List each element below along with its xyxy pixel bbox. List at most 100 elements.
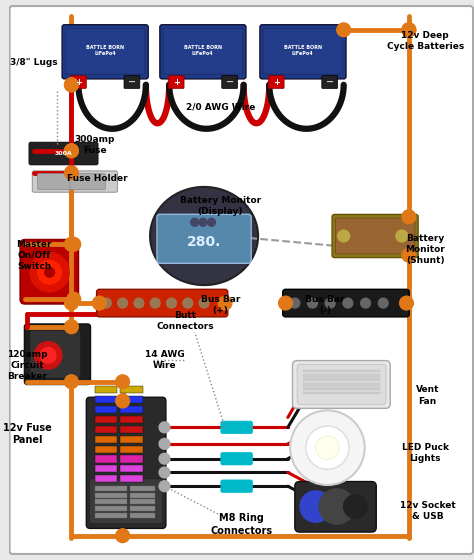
Circle shape — [116, 375, 129, 389]
Bar — [303, 383, 380, 386]
Circle shape — [166, 298, 176, 308]
Bar — [129, 486, 155, 491]
Circle shape — [319, 489, 355, 524]
FancyBboxPatch shape — [297, 364, 386, 405]
Bar — [95, 465, 117, 473]
FancyBboxPatch shape — [221, 480, 253, 492]
Circle shape — [183, 298, 193, 308]
Circle shape — [64, 375, 78, 389]
Bar — [95, 416, 117, 423]
Text: LED Puck
Lights: LED Puck Lights — [401, 443, 448, 463]
Circle shape — [64, 144, 78, 158]
Circle shape — [337, 23, 351, 37]
Circle shape — [344, 494, 367, 519]
Circle shape — [218, 296, 232, 310]
FancyBboxPatch shape — [29, 142, 98, 165]
Text: 14 AWG
Wire: 14 AWG Wire — [145, 349, 184, 370]
Circle shape — [279, 296, 292, 310]
Circle shape — [64, 237, 78, 251]
Circle shape — [40, 347, 56, 363]
Circle shape — [116, 529, 129, 543]
Bar — [120, 446, 143, 452]
Circle shape — [199, 218, 207, 226]
FancyBboxPatch shape — [332, 214, 418, 258]
FancyBboxPatch shape — [30, 330, 80, 378]
Bar — [95, 386, 117, 393]
Bar — [129, 506, 155, 511]
Bar — [303, 391, 380, 394]
Circle shape — [159, 467, 170, 478]
Circle shape — [64, 78, 78, 92]
FancyBboxPatch shape — [71, 76, 86, 88]
FancyBboxPatch shape — [221, 421, 253, 433]
Circle shape — [290, 298, 300, 308]
Circle shape — [400, 296, 413, 310]
FancyBboxPatch shape — [124, 76, 140, 88]
Bar — [95, 475, 117, 482]
FancyBboxPatch shape — [20, 240, 78, 304]
Circle shape — [306, 426, 349, 469]
Text: −: − — [128, 77, 136, 87]
Circle shape — [92, 296, 106, 310]
Circle shape — [67, 237, 81, 251]
Bar — [95, 500, 128, 505]
Bar — [95, 455, 117, 463]
Text: 300A: 300A — [55, 151, 73, 156]
Circle shape — [378, 298, 388, 308]
Circle shape — [402, 23, 416, 37]
Circle shape — [402, 210, 416, 223]
FancyBboxPatch shape — [295, 482, 376, 532]
Circle shape — [343, 298, 353, 308]
Bar — [95, 396, 117, 403]
Text: +: + — [173, 77, 180, 87]
FancyBboxPatch shape — [25, 324, 91, 385]
Bar — [303, 387, 380, 390]
Circle shape — [101, 298, 111, 308]
FancyBboxPatch shape — [157, 214, 251, 263]
Bar — [303, 379, 380, 381]
Circle shape — [290, 410, 365, 485]
Circle shape — [338, 230, 350, 242]
Bar — [95, 486, 128, 491]
Circle shape — [325, 298, 335, 308]
Text: 12v Fuse
Panel: 12v Fuse Panel — [3, 423, 52, 445]
Bar — [120, 386, 143, 393]
Bar — [95, 493, 128, 498]
Circle shape — [199, 298, 209, 308]
Bar — [120, 406, 143, 413]
Circle shape — [118, 298, 128, 308]
Text: BATTLE BORN
LiFePo4: BATTLE BORN LiFePo4 — [283, 45, 322, 56]
Bar — [95, 506, 128, 511]
Text: Bus Bar
(+): Bus Bar (+) — [201, 295, 240, 315]
FancyBboxPatch shape — [32, 171, 118, 192]
Bar — [95, 406, 117, 413]
Circle shape — [361, 298, 371, 308]
FancyBboxPatch shape — [65, 29, 145, 74]
FancyBboxPatch shape — [90, 479, 163, 524]
FancyBboxPatch shape — [292, 361, 390, 408]
Text: 120amp
Circuit
Breaker: 120amp Circuit Breaker — [7, 349, 47, 381]
Circle shape — [208, 218, 216, 226]
Text: Vent
Fan: Vent Fan — [416, 385, 439, 405]
Text: +: + — [273, 77, 280, 87]
Bar — [95, 436, 117, 443]
Circle shape — [308, 298, 318, 308]
Bar — [120, 465, 143, 473]
Text: Butt
Connectors: Butt Connectors — [156, 311, 214, 332]
Text: Fuse Holder: Fuse Holder — [67, 174, 128, 183]
Circle shape — [159, 438, 170, 449]
Circle shape — [300, 491, 331, 522]
FancyBboxPatch shape — [70, 174, 105, 190]
FancyBboxPatch shape — [268, 76, 284, 88]
FancyBboxPatch shape — [86, 397, 166, 529]
FancyBboxPatch shape — [335, 218, 415, 254]
FancyBboxPatch shape — [160, 25, 246, 79]
Text: 2/0 AWG Wire: 2/0 AWG Wire — [186, 102, 255, 111]
FancyBboxPatch shape — [322, 76, 337, 88]
FancyBboxPatch shape — [62, 25, 148, 79]
Circle shape — [38, 260, 61, 284]
Circle shape — [30, 253, 69, 292]
FancyBboxPatch shape — [222, 76, 237, 88]
Bar — [303, 370, 380, 372]
Circle shape — [150, 298, 160, 308]
